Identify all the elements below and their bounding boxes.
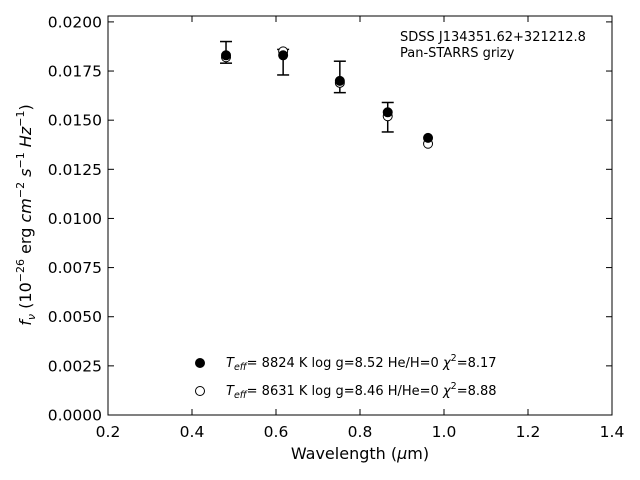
legend: Teff= 8824 K log g=8.52 He/H=0 χ2=8.17 T…: [195, 353, 497, 401]
x-tick-label: 1.2: [516, 423, 541, 441]
data-points: [221, 46, 434, 149]
y-tick-label: 0.0075: [48, 259, 102, 277]
model-point-filled: [423, 132, 434, 143]
x-tick-label: 0.6: [264, 423, 289, 441]
y-tick-label: 0.0025: [48, 357, 102, 375]
model-point-filled: [334, 75, 345, 86]
x-tick-label: 1.4: [600, 423, 625, 441]
x-axis-title: Wavelength (μm): [291, 444, 429, 463]
legend-label-model-2: Teff= 8631 K log g=8.46 H/He=0 χ2=8.88: [226, 381, 497, 401]
y-axis-title: fν (10−26 erg cm−2 s−1 Hz−1): [14, 104, 38, 325]
x-tick-label: 0.8: [348, 423, 373, 441]
y-tick-label: 0.0100: [48, 210, 102, 228]
annotation-object-name: SDSS J134351.62+321212.8: [400, 30, 586, 45]
model-point-filled: [221, 50, 232, 61]
legend-marker-open: [195, 386, 205, 396]
y-tick-labels: 0.0000 0.0025 0.0050 0.0075 0.0100 0.0125 0.01…: [48, 13, 102, 424]
legend-label-model-1: Teff= 8824 K log g=8.52 He/H=0 χ2=8.17: [226, 353, 497, 373]
y-tick-label: 0.0175: [48, 63, 102, 81]
model-point-filled: [278, 50, 289, 61]
error-bars: [220, 40, 394, 133]
x-tick-label: 0.2: [96, 423, 121, 441]
x-tick-label: 1.0: [432, 423, 457, 441]
y-tick-label: 0.0000: [48, 407, 102, 425]
y-tick-label: 0.0125: [48, 161, 102, 179]
x-tick-label: 0.4: [180, 423, 205, 441]
annotation-survey-name: Pan-STARRS grizy: [400, 46, 515, 61]
y-tick-label: 0.0050: [48, 308, 102, 326]
model-point-filled: [382, 107, 393, 118]
x-tick-labels: 0.2 0.4 0.6 0.8 1.0 1.2 1.4: [96, 423, 625, 441]
y-tick-label: 0.0200: [48, 13, 102, 31]
legend-marker-filled: [195, 358, 205, 368]
axis-ticks: [107, 16, 613, 416]
y-tick-label: 0.0150: [48, 112, 102, 130]
